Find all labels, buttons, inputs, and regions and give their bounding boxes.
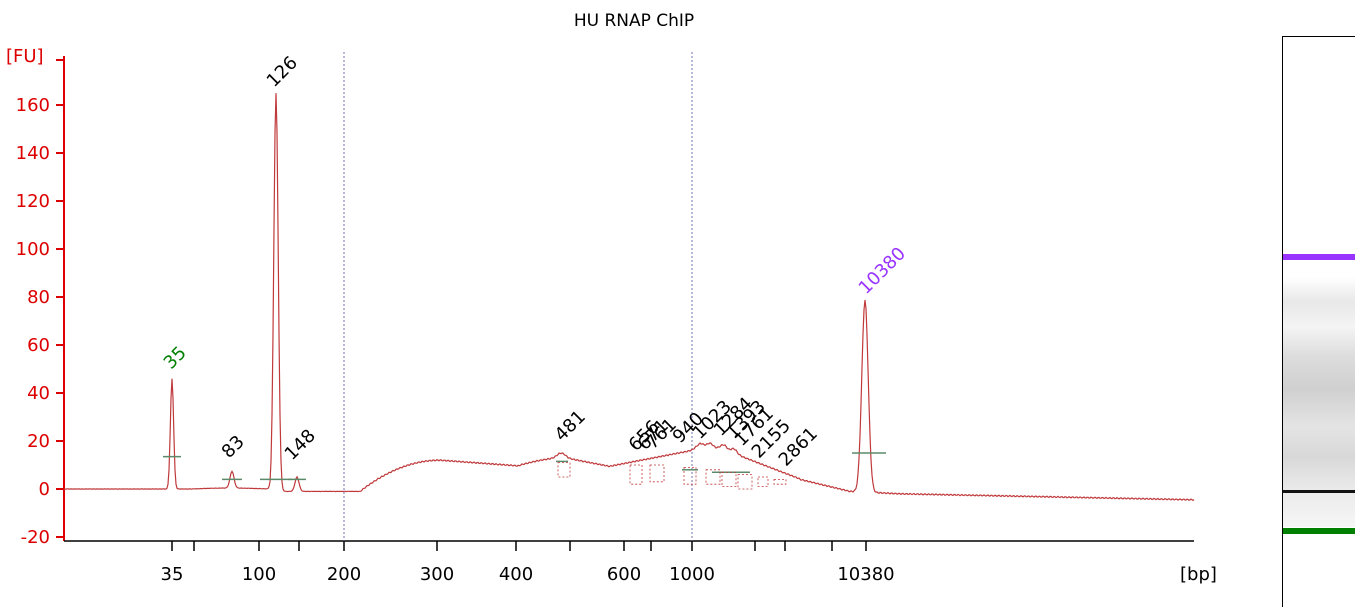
integration-region	[721, 471, 737, 488]
peak-label: 35	[160, 342, 191, 373]
y-tick-label: -20	[21, 527, 50, 548]
y-tick-label: 20	[27, 431, 50, 452]
integration-region	[737, 474, 753, 490]
x-tick-label: 300	[420, 564, 454, 585]
x-tick-label: 10380	[837, 564, 894, 585]
integration-region	[649, 464, 665, 483]
smear-band	[1283, 277, 1355, 527]
lower-marker-band	[1283, 528, 1355, 534]
axes: -20 0 20 40 60 80 100 120 140 160 35 100 200 300 400 60…	[16, 52, 1194, 585]
peak-label: 10380	[855, 243, 910, 298]
upper-marker-band	[1283, 254, 1355, 260]
integration-region	[757, 476, 769, 488]
y-tick-label: 60	[27, 335, 50, 356]
integration-region	[773, 478, 787, 485]
chart-title: HU RNAP ChIP	[574, 11, 694, 31]
y-axis-unit-label: [FU]	[6, 46, 44, 67]
x-tick-label: 1000	[669, 564, 715, 585]
electropherogram-plot: HU RNAP ChIP [FU] [bp] -20 0 20 40 60 80 100 12…	[6, 11, 1217, 585]
trace-layer	[63, 93, 1195, 502]
peak-label: 83	[218, 431, 249, 462]
y-tick-label: 0	[39, 479, 50, 500]
integration-region	[557, 462, 571, 478]
y-tick-label: 140	[16, 143, 50, 164]
integration-region	[705, 469, 721, 485]
y-tick-label: 40	[27, 383, 50, 404]
x-tick-label: 35	[161, 564, 184, 585]
x-tick-label: 200	[327, 564, 361, 585]
integration-region	[629, 464, 643, 485]
peak-label: 481	[551, 406, 590, 445]
y-tick-label: 80	[27, 287, 50, 308]
peak-label: 148	[281, 425, 320, 464]
y-tick-label: 100	[16, 239, 50, 260]
main-fragment-band	[1283, 490, 1355, 493]
electropherogram-trace	[63, 93, 1195, 502]
x-tick-label: 600	[607, 564, 641, 585]
gel-lane	[1282, 36, 1355, 607]
x-tick-label: 100	[242, 564, 276, 585]
y-tick-label: 120	[16, 191, 50, 212]
x-tick-label: 400	[499, 564, 533, 585]
peak-label: 126	[263, 52, 302, 91]
integration-region	[683, 466, 697, 485]
y-tick-label: 160	[16, 95, 50, 116]
x-axis-unit-label: [bp]	[1180, 564, 1217, 585]
